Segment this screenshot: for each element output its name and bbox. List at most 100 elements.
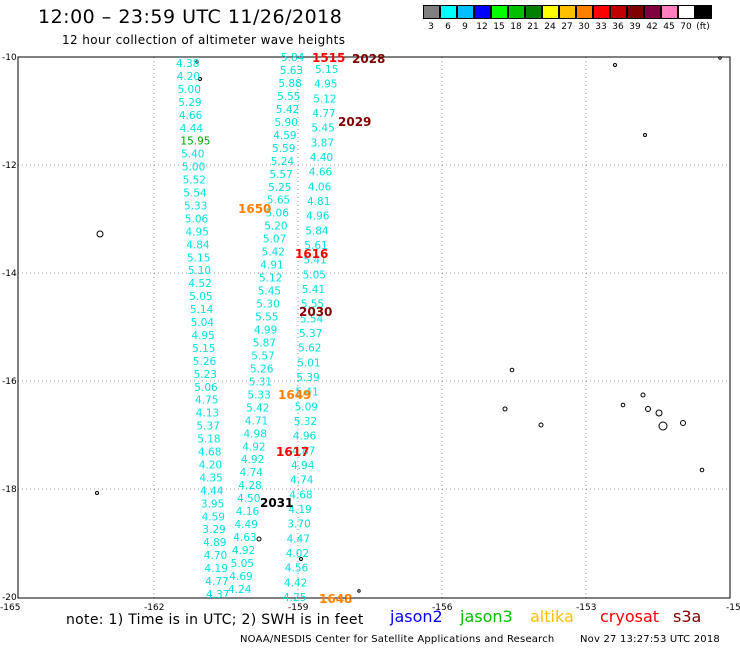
wave-height-value: 4.92 xyxy=(232,545,255,557)
wave-height-value: 4.19 xyxy=(205,563,228,575)
wave-height-value: 4.95 xyxy=(191,330,214,342)
wave-height-value: 4.47 xyxy=(287,533,310,545)
wave-height-value: 4.96 xyxy=(306,211,330,223)
wave-height-value: 5.23 xyxy=(194,369,217,381)
lat-tick-label: -18 xyxy=(2,485,17,495)
wave-height-value: 5.41 xyxy=(303,255,326,267)
wave-height-value: 5.45 xyxy=(311,123,334,135)
island xyxy=(718,56,722,60)
wave-height-value: 5.12 xyxy=(259,273,282,285)
wave-height-value: 4.95 xyxy=(314,79,337,91)
footnote: note: 1) Time is in UTC; 2) SWH is in fe… xyxy=(66,612,364,628)
pass-time-label: 2030 xyxy=(299,305,332,319)
color-scale-label: 30 xyxy=(578,22,590,32)
island xyxy=(509,367,515,373)
wave-height-value: 5.29 xyxy=(178,97,201,109)
map-title: 12:00 – 23:59 UTC 11/26/2018 xyxy=(38,6,343,28)
wave-height-value: 4.38 xyxy=(176,58,199,70)
generation-timestamp: Nov 27 13:27:53 UTC 2018 xyxy=(580,634,720,645)
color-scale-cell xyxy=(576,5,593,19)
color-scale-cell xyxy=(508,5,525,19)
wave-height-value: 5.90 xyxy=(275,117,298,129)
color-scale-cell xyxy=(644,5,661,19)
wave-height-value: 5.01 xyxy=(297,357,320,369)
wave-height-value: 4.95 xyxy=(186,226,209,238)
wave-height-value: 4.87 xyxy=(292,445,315,457)
wave-height-value: 4.98 xyxy=(244,428,267,440)
color-scale-label: 27 xyxy=(561,22,573,32)
wave-height-value: 5.10 xyxy=(188,265,211,277)
wave-height-value: 4.92 xyxy=(241,454,264,466)
wave-height-value: 3.70 xyxy=(287,519,310,531)
wave-height-value: 5.42 xyxy=(262,247,285,259)
wave-height-value: 5.33 xyxy=(184,201,207,213)
legend-entry-jason3: jason3 xyxy=(460,607,513,626)
island xyxy=(357,589,361,593)
pass-time-label: 1617 xyxy=(276,445,309,459)
color-scale-cell xyxy=(695,5,712,19)
wave-height-value: 5.25 xyxy=(268,182,291,194)
color-scale-cell xyxy=(542,5,559,19)
color-scale-cell xyxy=(559,5,576,19)
wave-height-value: 4.50 xyxy=(237,493,260,505)
color-scale-cell xyxy=(627,5,644,19)
wave-height-value: 5.26 xyxy=(250,363,274,375)
island xyxy=(96,230,104,238)
wave-height-value: 4.44 xyxy=(180,123,204,135)
pass-time-label: 2029 xyxy=(338,115,371,129)
wave-height-value: 5.26 xyxy=(193,356,217,368)
lon-tick-label: -153 xyxy=(576,603,596,613)
wave-height-value: 4.35 xyxy=(199,472,222,484)
color-scale-cell xyxy=(593,5,610,19)
islands xyxy=(95,56,722,593)
wave-height-values: 4.384.205.005.294.664.4415.955.405.005.5… xyxy=(176,52,338,604)
wave-height-value: 15.95 xyxy=(180,136,210,148)
island xyxy=(256,536,262,542)
wave-height-value: 3.87 xyxy=(311,137,334,149)
island xyxy=(195,60,199,64)
color-scale-label: 42 xyxy=(646,22,658,32)
wave-height-value: 5.20 xyxy=(264,221,287,233)
wave-height-value: 4.37 xyxy=(206,589,229,601)
wave-height-value: 5.45 xyxy=(258,286,281,298)
wave-height-value: 4.99 xyxy=(254,325,277,337)
wave-height-value: 3.95 xyxy=(201,498,224,510)
color-scale-label: 39 xyxy=(629,22,641,32)
island xyxy=(655,409,663,417)
wave-height-value: 5.57 xyxy=(251,350,274,362)
wave-height-value: 4.06 xyxy=(308,181,332,193)
wave-height-value: 5.12 xyxy=(313,93,336,105)
wave-height-value: 5.41 xyxy=(295,387,318,399)
wave-height-value: 5.32 xyxy=(294,416,317,428)
color-scale-label: 33 xyxy=(595,22,607,32)
wave-height-value: 4.75 xyxy=(195,395,218,407)
legend-entry-altika: altika xyxy=(530,607,574,626)
lat-tick-label: -12 xyxy=(2,161,17,171)
color-scale-cell xyxy=(440,5,457,19)
wave-height-value: 4.63 xyxy=(233,532,256,544)
wave-height-value: 5.39 xyxy=(296,372,319,384)
wave-height-value: 4.92 xyxy=(242,441,265,453)
wave-height-value: 5.24 xyxy=(271,156,295,168)
legend-entry-s3a: s3a xyxy=(673,607,702,626)
wave-height-value: 4.44 xyxy=(200,485,224,497)
wave-height-value: 4.77 xyxy=(312,108,335,120)
wave-height-value: 4.66 xyxy=(309,167,333,179)
legend-entry-jason2: jason2 xyxy=(390,607,443,626)
color-scale-label: 3 xyxy=(428,22,434,32)
wave-height-value: 5.15 xyxy=(315,64,338,76)
wave-height-value: 5.54 xyxy=(183,188,207,200)
color-scale-label: 45 xyxy=(663,22,675,32)
color-scale-cell xyxy=(525,5,542,19)
wave-height-value: 5.65 xyxy=(267,195,290,207)
pass-time-label: 2031 xyxy=(260,496,293,510)
island xyxy=(95,491,99,495)
wave-height-value: 4.69 xyxy=(229,571,252,583)
wave-height-value: 5.15 xyxy=(187,252,210,264)
wave-height-value: 4.77 xyxy=(205,576,228,588)
island xyxy=(643,133,647,137)
wave-height-value: 4.68 xyxy=(198,447,221,459)
wave-height-value: 4.59 xyxy=(273,130,296,142)
wave-height-value: 5.06 xyxy=(185,213,209,225)
